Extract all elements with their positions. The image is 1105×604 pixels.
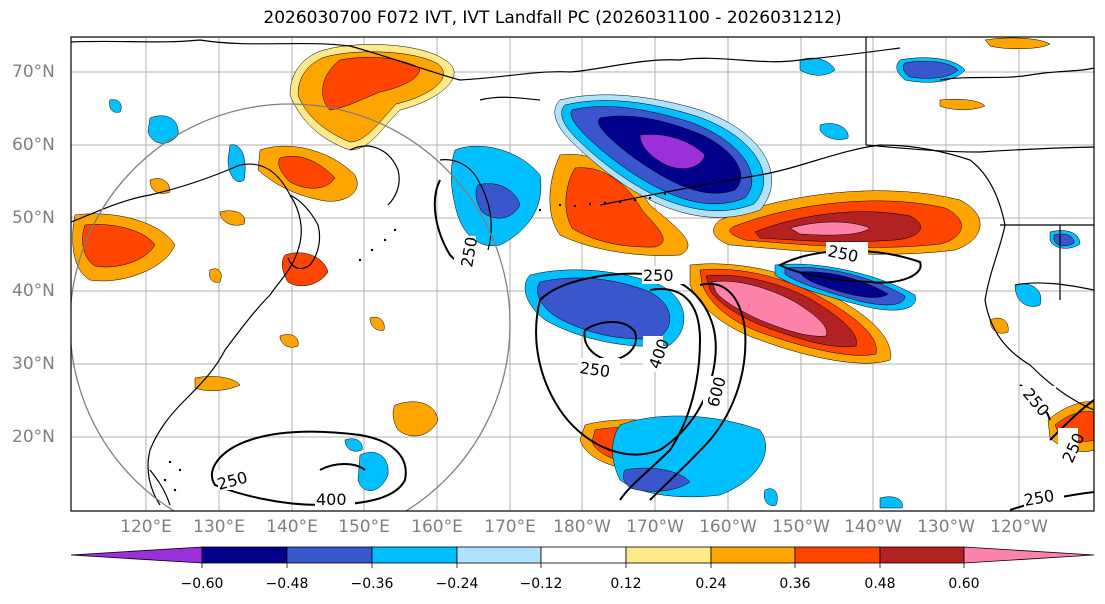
map-title: 2026030700 F072 IVT, IVT Landfall PC (20…: [263, 8, 842, 28]
aleutian-islands: [163, 192, 667, 492]
colorbar-segment-6: [625, 546, 712, 564]
lon-label-130e: 130°E: [193, 517, 245, 537]
colorbar-segment-10: [963, 546, 1095, 564]
lon-label-140w: 140°W: [844, 517, 902, 537]
lat-label-70n: 70°N: [12, 62, 55, 82]
colorbar-tick-4: −0.12: [519, 576, 563, 592]
contour-label-250-d: 250: [578, 358, 611, 381]
colorbar-segment-9: [879, 546, 965, 564]
lon-label-150e: 150°E: [338, 517, 390, 537]
lat-label-30n: 30°N: [12, 354, 55, 374]
lon-label-170e: 170°E: [484, 517, 536, 537]
colorbar-tick-5: 0.12: [610, 576, 642, 592]
colorbar-segment-8: [794, 546, 881, 564]
colorbar-tick-1: −0.48: [265, 576, 309, 592]
lon-label-180w: 180°W: [553, 517, 611, 537]
lon-label-160w: 160°W: [699, 517, 757, 537]
colorbar-tick-8: 0.48: [864, 576, 896, 592]
colorbar-tick-3: −0.24: [435, 576, 479, 592]
colorbar-segment-1: [201, 546, 288, 564]
colorbar-tick-7: 0.36: [779, 576, 811, 592]
colorbar-segment-4: [456, 546, 542, 564]
colorbar-tick-0: −0.60: [180, 576, 224, 592]
colorbar-tick-9: 0.60: [948, 576, 980, 592]
lat-label-20n: 20°N: [12, 427, 55, 447]
lon-label-120e: 120°E: [120, 517, 172, 537]
colorbar-segment-2: [286, 546, 373, 564]
contour-label-400-b: 400: [316, 490, 347, 509]
landfall-region-circle: [71, 103, 511, 511]
lat-label-60n: 60°N: [12, 135, 55, 155]
lon-label-120w: 120°W: [990, 517, 1048, 537]
lon-label-130w: 130°W: [917, 517, 975, 537]
colorbar-segment-3: [371, 546, 458, 564]
colorbar-tick-6: 0.24: [695, 576, 727, 592]
contour-labels: 250 250 250 250 400 600 250 400 250 250 …: [215, 235, 1088, 510]
coastlines: [71, 37, 1094, 506]
colorbar-segment-7: [710, 546, 796, 564]
lat-label-50n: 50°N: [12, 208, 55, 228]
lon-label-150w: 150°W: [772, 517, 830, 537]
lon-label-170w: 170°W: [626, 517, 684, 537]
colorbar-tick-2: −0.36: [350, 576, 394, 592]
colorbar-segment-5: [540, 546, 627, 564]
colorbar-segment-0: [70, 546, 203, 564]
lat-label-40n: 40°N: [12, 281, 55, 301]
map-frame: [70, 36, 1095, 512]
lon-label-160e: 160°E: [411, 517, 463, 537]
colorbar: [70, 546, 1095, 568]
contour-label-250-b: 250: [643, 266, 674, 285]
lon-label-140e: 140°E: [266, 517, 318, 537]
negative-anomaly-fill: [109, 57, 1081, 509]
positive-anomaly-fill: [72, 37, 1094, 471]
